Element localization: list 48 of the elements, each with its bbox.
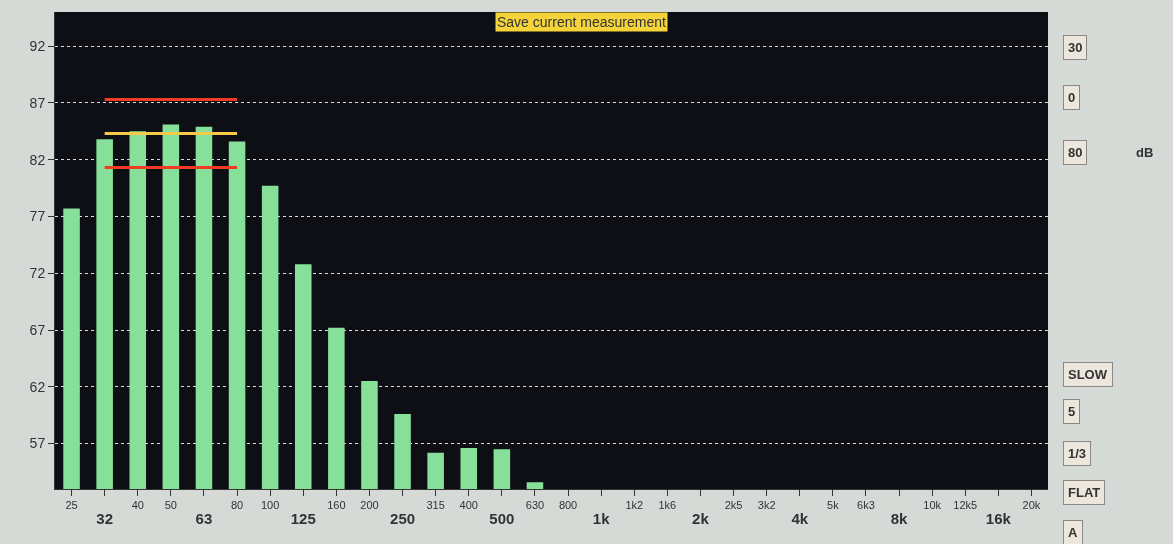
text: A [1068, 525, 1078, 540]
text: 80 [1068, 145, 1083, 160]
x-tick-label: 2k [692, 509, 710, 527]
y-tick-label: 82 [29, 151, 46, 168]
x-tick-label: 20k [1022, 499, 1041, 512]
text: dB [1136, 145, 1154, 160]
text: SLOW [1068, 367, 1108, 382]
x-tick-label: 1k2 [625, 499, 644, 512]
x-tick-label: 3k2 [757, 499, 776, 512]
text: 1/3 [1068, 446, 1087, 461]
x-tick-label: 5k [827, 499, 840, 512]
y-tick-label: 72 [29, 265, 46, 282]
x-tick-label: 1k6 [658, 499, 677, 512]
x-tick-label: 8k [890, 509, 909, 527]
text: 30 [1068, 40, 1083, 55]
y-tick-label: 77 [29, 208, 46, 225]
x-tick-label: 500 [489, 509, 515, 527]
x-tick-label: 63 [195, 509, 213, 527]
x-tick-label: 10k [923, 499, 942, 512]
x-tick-label: 125 [290, 509, 316, 527]
y-tick-label: 57 [29, 435, 46, 452]
y-tick-label: 62 [29, 378, 46, 395]
x-tick-label: 80 [230, 499, 244, 512]
y-tick-label: 92 [29, 37, 46, 54]
x-tick-label: 800 [558, 499, 578, 512]
x-tick-label: 400 [459, 499, 478, 512]
x-tick-label: 32 [96, 509, 113, 527]
x-tick-label: 6k3 [857, 499, 875, 512]
text: FLAT [1068, 485, 1101, 500]
x-tick-label: 12k5 [953, 499, 978, 512]
x-tick-label: 250 [390, 509, 416, 527]
x-tick-label: 40 [131, 499, 144, 512]
y-tick-label: 67 [29, 321, 46, 338]
x-tick-label: 1k [592, 509, 611, 527]
x-tick-label: 25 [65, 499, 78, 512]
x-tick-label: 630 [525, 499, 545, 512]
y-tick-label: 87 [29, 94, 46, 111]
x-tick-label: 200 [360, 499, 379, 512]
text: 5 [1068, 404, 1076, 419]
x-tick-label: 16k [985, 509, 1012, 527]
text: 0 [1068, 90, 1076, 105]
x-tick-label: 160 [327, 499, 346, 512]
x-tick-label: 2k5 [724, 499, 743, 512]
x-tick-label: 50 [164, 499, 177, 512]
annotation: Save current measurement [497, 14, 666, 30]
x-tick-label: 4k [791, 509, 809, 527]
x-tick-label: 100 [260, 499, 280, 512]
x-tick-label: 315 [426, 499, 445, 512]
